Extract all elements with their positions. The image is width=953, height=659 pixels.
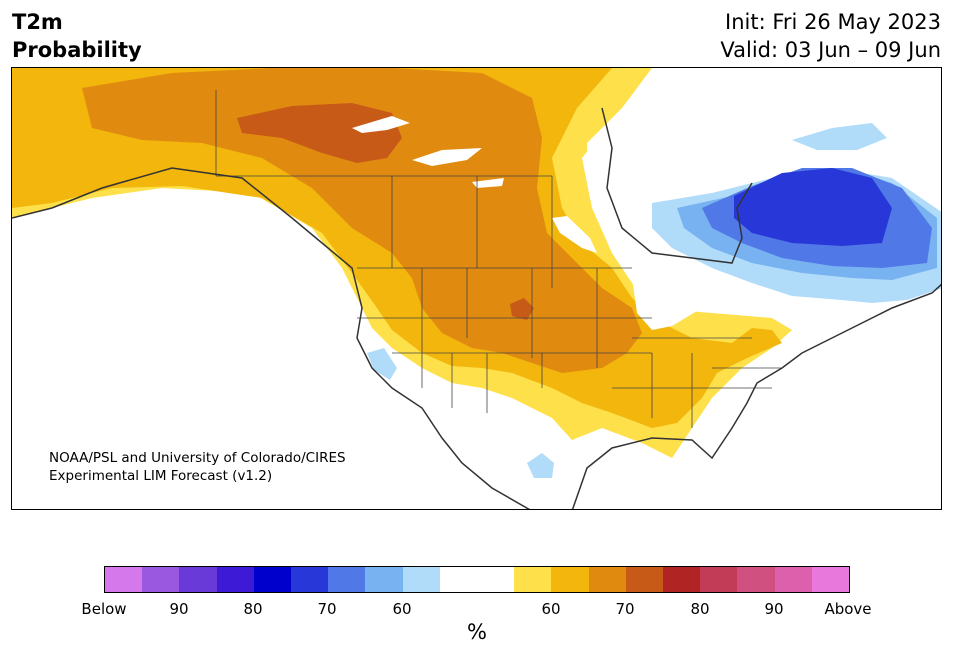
great-bear-lake: [412, 148, 482, 166]
colorbar-tick-label: 60: [541, 600, 561, 618]
boundary-lines: [215, 90, 782, 428]
colorbar-tick-label: 80: [690, 600, 710, 618]
colorbar-segment: [216, 567, 254, 592]
forecast-map: [11, 67, 942, 510]
colorbar-segment: [774, 567, 812, 592]
cold-75-region: [734, 168, 892, 246]
probability-map-svg: [12, 68, 941, 509]
cold-60-california-patch: [367, 348, 397, 380]
lake-winnipeg: [552, 216, 597, 253]
colorbar-segment: [551, 567, 589, 592]
colorbar-segment: [588, 567, 626, 592]
colorbar-tick-label: 90: [764, 600, 784, 618]
cold-60-north-region: [792, 123, 887, 150]
coastline: [12, 167, 941, 509]
warm-70-region: [82, 68, 642, 373]
colorbar-segment: [811, 567, 850, 592]
warm-75-small-region: [510, 298, 534, 320]
forecast-dates: Init: Fri 26 May 2023 Valid: 03 Jun – 09…: [720, 8, 941, 64]
colorbar-tick-label: 70: [615, 600, 635, 618]
warm-75-region: [237, 103, 402, 163]
cold-60-mexico-patch: [527, 453, 554, 478]
colorbar-tick-label: 60: [392, 600, 412, 618]
colorbar-segment: [328, 567, 366, 592]
colorbar-tick-label: Below: [81, 600, 127, 618]
valid-range: Valid: 03 Jun – 09 Jun: [720, 38, 941, 62]
map-title: T2m Probability: [12, 8, 142, 64]
colorbar-segment: [663, 567, 701, 592]
colorbar-segment: [439, 567, 478, 592]
hudson-bay-coast: [601, 107, 753, 264]
great-lakes: [632, 268, 717, 330]
colorbar-segment: [142, 567, 180, 592]
colorbar-segment: [179, 567, 217, 592]
colorbar-segment: [477, 567, 515, 592]
colorbar-unit-label: %: [467, 620, 487, 644]
title-line-2: Probability: [12, 38, 142, 62]
colorbar-segment: [737, 567, 775, 592]
probability-colorbar: [104, 566, 850, 593]
colorbar-segment: [402, 567, 440, 592]
colorbar-segment: [625, 567, 664, 592]
colorbar-segment: [291, 567, 329, 592]
colorbar-segment: [365, 567, 403, 592]
colorbar-tick-label: Above: [824, 600, 872, 618]
colorbar-tick-label: 70: [317, 600, 337, 618]
colorbar-segment: [105, 567, 143, 592]
colorbar-segment: [253, 567, 292, 592]
colorbar-tick-label: 90: [169, 600, 189, 618]
colorbar-segment: [700, 567, 738, 592]
title-line-1: T2m: [12, 10, 63, 34]
colorbar-segment: [514, 567, 552, 592]
colorbar-tick-label: 80: [243, 600, 263, 618]
credit-line-2: Experimental LIM Forecast (v1.2): [49, 468, 273, 484]
lake-athabasca: [472, 178, 504, 188]
init-date: Init: Fri 26 May 2023: [725, 10, 941, 34]
credit-text: NOAA/PSL and University of Colorado/CIRE…: [49, 449, 346, 485]
great-slave-lake: [352, 116, 410, 133]
credit-line-1: NOAA/PSL and University of Colorado/CIRE…: [49, 450, 346, 466]
